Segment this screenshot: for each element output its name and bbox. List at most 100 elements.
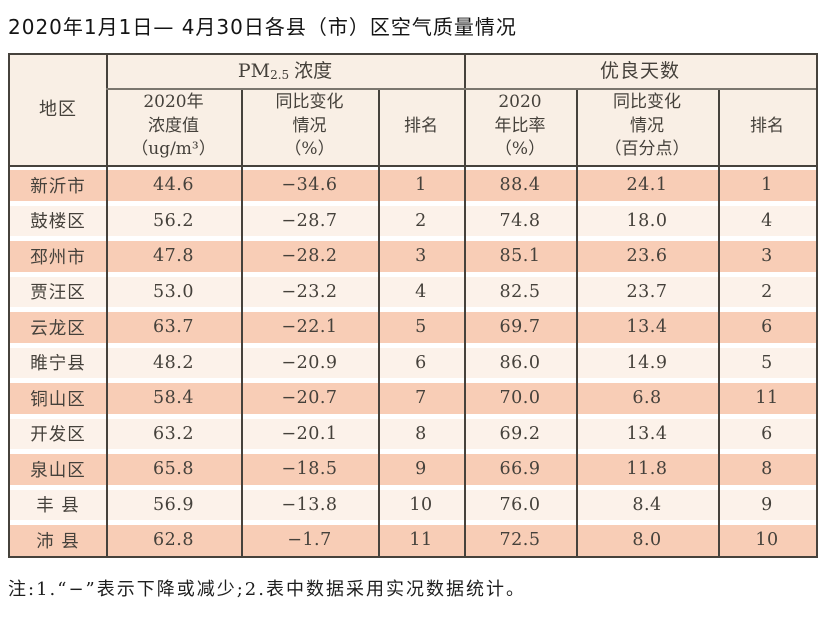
data-cell: 6 bbox=[718, 413, 816, 449]
data-cell: 69.2 bbox=[464, 413, 576, 449]
data-cell: 11.8 bbox=[576, 449, 718, 485]
header-days-change: 同比变化 情况 （百分点） bbox=[576, 88, 718, 165]
data-cell: −28.7 bbox=[241, 200, 378, 236]
table-vline bbox=[106, 55, 108, 556]
data-cell: 9 bbox=[718, 484, 816, 520]
table-grid: 地区 PM 2.5 浓度 优良天数 2020年 浓度值 （ug/m³） 同比变化 情… bbox=[10, 55, 816, 556]
data-cell: 2 bbox=[718, 271, 816, 307]
data-cell: 5 bbox=[718, 342, 816, 378]
region-cell: 邳州市 bbox=[10, 236, 106, 272]
header-group-pm25: PM 2.5 浓度 bbox=[106, 55, 464, 88]
data-cell: −20.1 bbox=[241, 413, 378, 449]
data-cell: 5 bbox=[378, 307, 464, 343]
data-cell: −1.7 bbox=[241, 520, 378, 556]
data-cell: 6 bbox=[378, 342, 464, 378]
data-cell: −34.6 bbox=[241, 165, 378, 201]
data-cell: 18.0 bbox=[576, 200, 718, 236]
data-cell: 2 bbox=[378, 200, 464, 236]
data-cell: −20.7 bbox=[241, 378, 378, 414]
data-cell: 9 bbox=[378, 449, 464, 485]
data-cell: 11 bbox=[718, 378, 816, 414]
data-cell: 14.9 bbox=[576, 342, 718, 378]
data-cell: 3 bbox=[718, 236, 816, 272]
data-cell: −23.2 bbox=[241, 271, 378, 307]
data-cell: 3 bbox=[378, 236, 464, 272]
data-cell: 63.2 bbox=[106, 413, 241, 449]
data-cell: −13.8 bbox=[241, 484, 378, 520]
group-header-rule bbox=[106, 88, 816, 90]
pm25-suffix: 浓度 bbox=[294, 60, 333, 83]
data-cell: 66.9 bbox=[464, 449, 576, 485]
data-cell: −20.9 bbox=[241, 342, 378, 378]
data-cell: 8.4 bbox=[576, 484, 718, 520]
air-quality-table: 地区 PM 2.5 浓度 优良天数 2020年 浓度值 （ug/m³） 同比变化 情… bbox=[8, 53, 818, 558]
data-cell: 56.9 bbox=[106, 484, 241, 520]
header-group-good-days: 优良天数 bbox=[464, 55, 816, 88]
data-cell: 72.5 bbox=[464, 520, 576, 556]
data-cell: 58.4 bbox=[106, 378, 241, 414]
data-cell: 8 bbox=[718, 449, 816, 485]
data-cell: 13.4 bbox=[576, 413, 718, 449]
data-cell: −22.1 bbox=[241, 307, 378, 343]
data-cell: 6.8 bbox=[576, 378, 718, 414]
region-cell: 新沂市 bbox=[10, 165, 106, 201]
data-cell: 70.0 bbox=[464, 378, 576, 414]
region-cell: 沛 县 bbox=[10, 520, 106, 556]
data-cell: 1 bbox=[378, 165, 464, 201]
data-cell: 10 bbox=[718, 520, 816, 556]
table-vline bbox=[378, 88, 380, 556]
region-cell: 开发区 bbox=[10, 413, 106, 449]
data-cell: 1 bbox=[718, 165, 816, 201]
table-vline bbox=[576, 88, 578, 556]
data-cell: 47.8 bbox=[106, 236, 241, 272]
table-vline bbox=[718, 88, 720, 556]
data-cell: 62.8 bbox=[106, 520, 241, 556]
data-cell: 74.8 bbox=[464, 200, 576, 236]
region-cell: 睢宁县 bbox=[10, 342, 106, 378]
data-cell: 88.4 bbox=[464, 165, 576, 201]
data-cell: 82.5 bbox=[464, 271, 576, 307]
header-days-rank: 排名 bbox=[718, 88, 816, 165]
region-cell: 云龙区 bbox=[10, 307, 106, 343]
data-cell: 8 bbox=[378, 413, 464, 449]
region-cell: 鼓楼区 bbox=[10, 200, 106, 236]
region-cell: 贾汪区 bbox=[10, 271, 106, 307]
data-cell: 13.4 bbox=[576, 307, 718, 343]
data-cell: 69.7 bbox=[464, 307, 576, 343]
data-cell: 65.8 bbox=[106, 449, 241, 485]
data-cell: 56.2 bbox=[106, 200, 241, 236]
region-cell: 泉山区 bbox=[10, 449, 106, 485]
pm25-subscript: 2.5 bbox=[270, 68, 290, 83]
data-cell: 53.0 bbox=[106, 271, 241, 307]
data-cell: 6 bbox=[718, 307, 816, 343]
data-cell: 10 bbox=[378, 484, 464, 520]
data-cell: 4 bbox=[378, 271, 464, 307]
data-cell: 4 bbox=[718, 200, 816, 236]
data-cell: 86.0 bbox=[464, 342, 576, 378]
data-cell: 48.2 bbox=[106, 342, 241, 378]
data-cell: 85.1 bbox=[464, 236, 576, 272]
data-cell: 44.6 bbox=[106, 165, 241, 201]
data-cell: −28.2 bbox=[241, 236, 378, 272]
data-cell: 63.7 bbox=[106, 307, 241, 343]
header-region: 地区 bbox=[10, 55, 106, 165]
pm25-prefix: PM bbox=[237, 60, 271, 83]
region-cell: 铜山区 bbox=[10, 378, 106, 414]
header-days-rate: 2020 年比率 （%） bbox=[464, 88, 576, 165]
data-cell: 11 bbox=[378, 520, 464, 556]
table-vline bbox=[464, 55, 466, 556]
data-cell: 8.0 bbox=[576, 520, 718, 556]
data-cell: 23.6 bbox=[576, 236, 718, 272]
data-cell: 7 bbox=[378, 378, 464, 414]
data-cell: −18.5 bbox=[241, 449, 378, 485]
data-cell: 23.7 bbox=[576, 271, 718, 307]
table-vline bbox=[241, 88, 243, 556]
region-cell: 丰 县 bbox=[10, 484, 106, 520]
data-cell: 24.1 bbox=[576, 165, 718, 201]
header-pm-value: 2020年 浓度值 （ug/m³） bbox=[106, 88, 241, 165]
header-pm-change: 同比变化 情况 （%） bbox=[241, 88, 378, 165]
subheader-rule bbox=[10, 165, 816, 167]
footnote: 注:1.“−”表示下降或减少;2.表中数据采用实况数据统计。 bbox=[8, 578, 526, 600]
page-title: 2020年1月1日— 4月30日各县（市）区空气质量情况 bbox=[8, 15, 517, 39]
data-cell: 76.0 bbox=[464, 484, 576, 520]
